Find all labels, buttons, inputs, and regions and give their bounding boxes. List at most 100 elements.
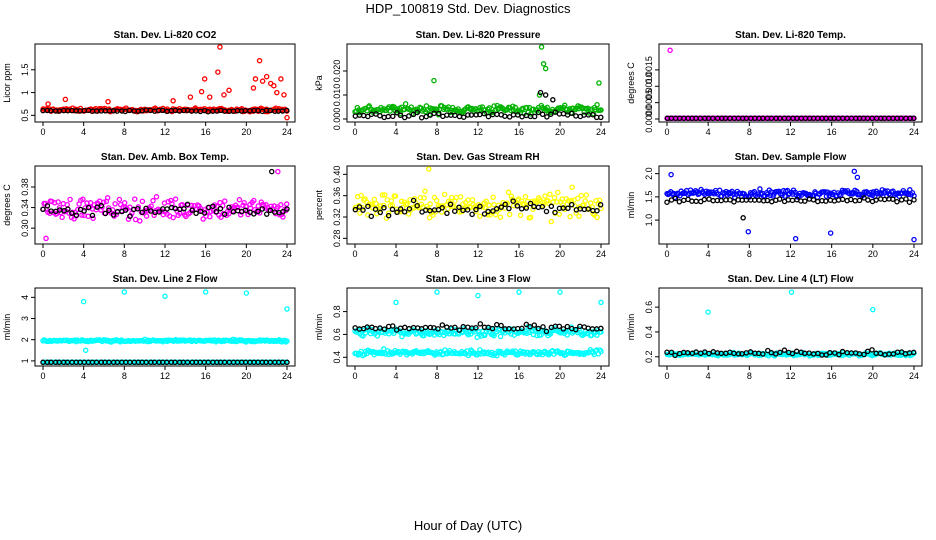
data-point — [540, 324, 546, 330]
data-point — [548, 218, 555, 225]
data-point — [823, 352, 829, 358]
data-point — [370, 205, 376, 211]
data-point — [906, 199, 913, 205]
outlier-point — [259, 78, 266, 84]
data-point — [73, 212, 80, 218]
outlier-point — [206, 94, 213, 100]
y-tick-label: 3 — [20, 316, 30, 321]
chart-title: Stan. Dev. Line 2 Flow — [113, 274, 218, 285]
data-point — [757, 186, 763, 192]
data-point — [98, 202, 105, 209]
data-point — [491, 202, 497, 208]
y-tick-label: 0.36 — [332, 187, 342, 205]
outlier-point — [550, 97, 556, 103]
data-point — [522, 193, 529, 200]
x-tick-label: 16 — [201, 127, 211, 137]
data-point — [506, 326, 512, 332]
data-point — [49, 198, 55, 205]
data-point — [352, 206, 359, 213]
plot-frame — [658, 43, 923, 123]
data-point — [585, 206, 591, 212]
x-tick-label: 24 — [596, 371, 606, 381]
chart-panel: Stan. Dev. Li-820 Pressure 0 4 8 12 16 20 24 0.0… — [314, 30, 610, 137]
data-point — [217, 205, 224, 212]
data-point — [251, 197, 257, 204]
y-tick-label: 1.0 — [644, 214, 654, 227]
data-point — [543, 328, 550, 335]
data-point — [127, 213, 133, 219]
data-point — [119, 108, 125, 114]
data-point — [460, 114, 467, 120]
data-point — [806, 196, 813, 202]
data-point — [255, 208, 261, 215]
data-point — [881, 196, 888, 203]
plot-frame — [34, 287, 296, 367]
x-tick-label: 20 — [241, 371, 251, 381]
data-point — [789, 197, 796, 204]
x-tick-label: 0 — [40, 371, 45, 381]
data-point — [230, 209, 237, 215]
y-tick-label: 0.4 — [332, 351, 342, 364]
data-point — [284, 338, 290, 344]
data-point — [278, 201, 284, 208]
data-point — [689, 198, 695, 204]
data-point — [439, 205, 445, 211]
x-tick-label: 8 — [122, 127, 127, 137]
data-point — [445, 206, 451, 212]
x-tick-label: 0 — [352, 371, 357, 381]
outlier-point — [540, 61, 547, 67]
data-point — [143, 213, 150, 219]
outlier-point — [271, 82, 277, 89]
outlier-point — [215, 69, 221, 75]
data-point — [564, 323, 571, 330]
data-point — [110, 212, 117, 218]
y-tick-label: 0.0015 — [644, 56, 654, 84]
data-point — [890, 196, 896, 202]
data-point — [785, 197, 792, 203]
data-point — [385, 113, 392, 120]
data-point — [836, 351, 842, 358]
data-point — [267, 207, 274, 214]
data-point — [40, 206, 46, 213]
data-point — [456, 327, 462, 333]
data-point — [680, 197, 687, 204]
outlier-point — [217, 44, 223, 50]
data-point — [569, 110, 575, 117]
y-tick-label: 0.010 — [332, 84, 342, 107]
data-point — [69, 210, 75, 216]
x-tick-label: 20 — [555, 249, 565, 259]
data-point — [556, 323, 563, 330]
chart-panel: Stan. Dev. Line 4 (LT) Flow 0 4 8 12 16 20 24 0.… — [626, 274, 923, 381]
data-point — [213, 208, 220, 215]
x-tick-label: 4 — [706, 371, 711, 381]
x-tick-label: 12 — [473, 249, 483, 259]
data-point — [477, 321, 484, 327]
data-point — [585, 325, 591, 331]
data-point — [861, 351, 867, 358]
data-point — [436, 110, 442, 117]
data-point — [576, 213, 582, 219]
data-point — [137, 218, 143, 224]
x-tick-label: 24 — [282, 127, 292, 137]
outlier-point — [170, 98, 176, 104]
data-point — [810, 197, 817, 203]
data-point — [405, 211, 412, 217]
data-point — [598, 114, 604, 121]
outlier-point — [268, 168, 275, 175]
y-tick-label: 0.6 — [644, 301, 654, 314]
data-point — [777, 349, 783, 356]
y-tick-label: 0.32 — [332, 208, 342, 226]
data-point — [483, 198, 489, 205]
x-tick-label: 12 — [785, 127, 795, 137]
x-tick-label: 16 — [201, 249, 211, 259]
outlier-point — [911, 236, 917, 243]
outlier-point — [598, 299, 604, 306]
data-point — [55, 199, 61, 205]
data-point — [518, 206, 525, 212]
data-point — [87, 200, 94, 206]
y-axis-label: degrees C — [2, 184, 12, 226]
data-point — [497, 214, 504, 220]
data-point — [135, 205, 141, 212]
chart-panel: Stan. Dev. Li-820 CO2 0 4 8 12 16 20 24 0.5 1 1.5 L… — [2, 30, 296, 137]
